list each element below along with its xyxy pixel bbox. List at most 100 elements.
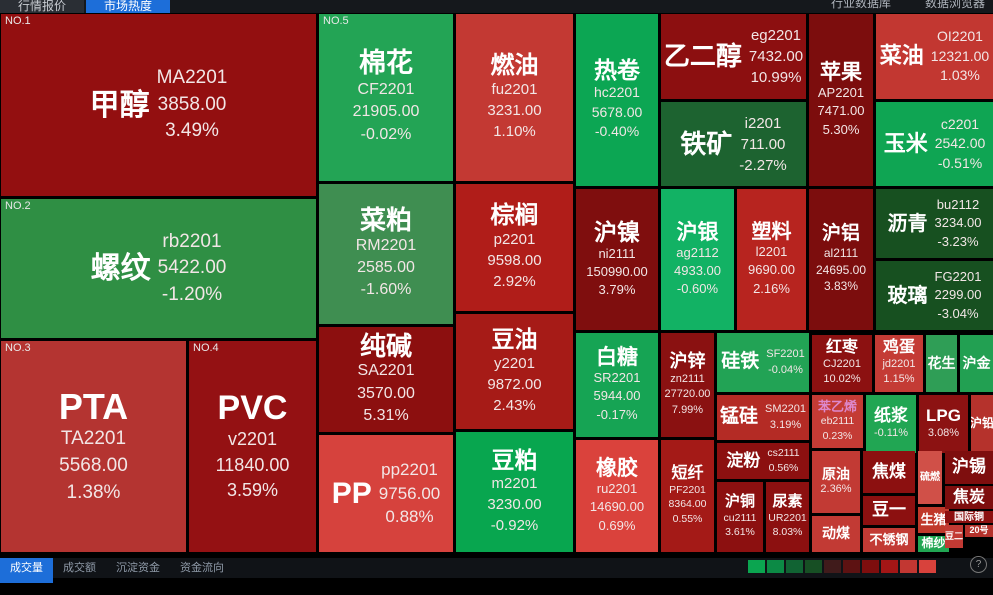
tile-douer[interactable]: 豆二 (945, 525, 963, 548)
tile-zhijiang[interactable]: 纸浆 -0.11% (866, 395, 916, 453)
tile-code: zn2111 (670, 372, 705, 385)
tile-buxiugang[interactable]: 不锈钢 (863, 528, 915, 552)
tile-luowen[interactable]: NO.2 螺纹 rb2201 5422.00 -1.20% (1, 199, 316, 338)
legend-color-swatch (843, 560, 860, 573)
tile-chunjian[interactable]: 纯碱 SA2201 3570.00 5.31% (319, 327, 453, 432)
tile-hujin[interactable]: 沪金 (960, 335, 993, 392)
tile-miansha[interactable]: 棉纱 (918, 536, 949, 552)
tile-code: FG2201 (934, 269, 982, 285)
tile-code: rb2201 (162, 230, 222, 252)
tab-turnover[interactable]: 成交额 (63, 562, 96, 574)
tile-rejuan[interactable]: 热卷 hc2201 5678.00 -0.40% (576, 14, 658, 186)
tile-caiyou[interactable]: 菜油 OI2201 12321.00 1.03% (876, 14, 993, 99)
tile-name: 铁矿 (680, 128, 733, 159)
tile-douyi[interactable]: 豆一 (863, 496, 915, 525)
tab-volume[interactable]: 成交量 (0, 558, 53, 583)
tile-name: LPG (926, 405, 961, 425)
tile-pta[interactable]: NO.3 PTA TA2201 5568.00 1.38% (1, 341, 186, 552)
tile-name: 白糖 (596, 346, 638, 370)
tile-pingguo[interactable]: 苹果 AP2201 7471.00 5.30% (809, 14, 873, 186)
tile-name: 鸡蛋 (882, 339, 915, 357)
tile-name: 锰硅 (720, 406, 759, 428)
legend-color-swatch (824, 560, 841, 573)
tile-huasheng[interactable]: 花生 (926, 335, 957, 392)
tile-change: -3.23% (937, 233, 979, 249)
tile-name: PVC (217, 389, 288, 428)
tile-liqing[interactable]: 沥青 bu2112 3234.00 -3.23% (876, 189, 993, 258)
tile-huxi[interactable]: 沪锡 (945, 451, 993, 484)
tab-fund-flow[interactable]: 资金流向 (180, 562, 224, 574)
tile-yuanyou[interactable]: 原油 2.36% (812, 451, 860, 513)
tile-change: -0.04% (768, 363, 803, 376)
tile-code: al2111 (823, 245, 859, 260)
tile-jidan[interactable]: 鸡蛋 jd2201 1.15% (875, 335, 923, 392)
tile-price: 3858.00 (157, 93, 227, 115)
tile-xiangjiao[interactable]: 橡胶 ru2201 14690.00 0.69% (576, 440, 658, 552)
tile-change: 10.02% (823, 373, 861, 386)
tile-name: PTA (58, 385, 129, 427)
tile-change: 10.99% (750, 69, 802, 86)
tile-change: 1.15% (883, 373, 915, 386)
tile-jiaomei[interactable]: 焦煤 (863, 451, 915, 493)
tile-lpg[interactable]: LPG 3.08% (919, 395, 968, 453)
tile-hulv[interactable]: 沪铝 al2111 24695.00 3.83% (809, 189, 873, 330)
tab-market-quotes[interactable]: 行情报价 (0, 0, 85, 13)
tile-niaosu[interactable]: 尿素 UR2201 8.03% (766, 482, 809, 552)
tile-dianfen[interactable]: 淀粉 cs2111 0.56% (717, 443, 809, 479)
tile-name: 生猪 (920, 511, 947, 527)
tile-code: ru2201 (596, 481, 638, 497)
tile-huqian[interactable]: 沪铅 (971, 395, 993, 453)
tile-price: 3230.00 (487, 496, 542, 514)
tile-price: 5568.00 (59, 455, 128, 476)
tile-doupo[interactable]: 豆粕 m2201 3230.00 -0.92% (456, 432, 573, 552)
tile-huyin[interactable]: 沪银 ag2112 4933.00 -0.60% (661, 189, 734, 330)
tile-change: 8.03% (772, 526, 803, 539)
tile-boli[interactable]: 玻璃 FG2201 2299.00 -3.04% (876, 261, 993, 330)
menu-industry-database[interactable]: 行业数据库 (830, 0, 891, 10)
tile-baitang[interactable]: 白糖 SR2201 5944.00 -0.17% (576, 333, 658, 437)
tile-code: cu2111 (723, 511, 757, 524)
tile-caipo[interactable]: 菜粕 RM2201 2585.00 -1.60% (319, 184, 453, 324)
tile-yumi[interactable]: 玉米 c2201 2542.00 -0.51% (876, 102, 993, 186)
tile-guitie[interactable]: 硅铁 SF2201 -0.04% (717, 333, 809, 392)
tile-pvc[interactable]: NO.4 PVC v2201 11840.00 3.59% (189, 341, 316, 552)
tile-dongmei[interactable]: 动煤 (812, 516, 860, 552)
tile-rank-label: NO.4 (193, 342, 219, 354)
tile-name: 花生 (927, 354, 956, 371)
tile-haojiao[interactable]: 20号 (965, 525, 993, 537)
tile-douyou[interactable]: 豆油 y2201 9872.00 2.43% (456, 314, 573, 429)
tile-change: 0.55% (672, 513, 703, 526)
help-icon[interactable]: ? (970, 556, 987, 573)
tile-huxin[interactable]: 沪锌 zn2111 27720.00 7.99% (661, 333, 714, 437)
tile-shengzhu[interactable]: 生猪 (918, 507, 949, 533)
tile-duanxian[interactable]: 短纤 PF2201 8364.00 0.55% (661, 440, 714, 552)
tile-price: 7432.00 (748, 48, 804, 65)
tile-hongzao[interactable]: 红枣 CJ2201 10.02% (812, 335, 872, 392)
tile-price: 14690.00 (589, 499, 645, 515)
tile-pp[interactable]: PP pp2201 9756.00 0.88% (319, 435, 453, 552)
tile-jiaotan[interactable]: 焦炭 (945, 486, 993, 509)
tile-liuran[interactable]: 硫燃 (918, 451, 942, 504)
tile-menggui[interactable]: 锰硅 SM2201 3.19% (717, 395, 809, 440)
tile-name: 菜粕 (359, 205, 412, 236)
tile-zonglv[interactable]: 棕榈 p2201 9598.00 2.92% (456, 184, 573, 311)
tile-ranyou[interactable]: 燃油 fu2201 3231.00 1.10% (456, 14, 573, 181)
tile-suliao[interactable]: 塑料 l2201 9690.00 2.16% (737, 189, 806, 330)
tile-hutong[interactable]: 沪铜 cu2111 3.61% (717, 482, 763, 552)
tile-tiekuang[interactable]: 铁矿 i2201 711.00 -2.27% (661, 102, 806, 186)
tile-price: 9690.00 (748, 262, 795, 278)
tile-mianhua[interactable]: NO.5 棉花 CF2201 21905.00 -0.02% (319, 14, 453, 181)
tile-hunie[interactable]: 沪镍 ni2111 150990.00 3.79% (576, 189, 658, 330)
tile-name: 玉米 (883, 130, 928, 156)
tile-price: 5422.00 (157, 257, 227, 279)
tile-change: -1.60% (360, 281, 412, 299)
tile-benyixi[interactable]: 苯乙烯 eb2111 0.23% (812, 395, 863, 448)
legend-color-swatch (919, 560, 936, 573)
menu-data-browser[interactable]: 数据浏览器 (924, 0, 985, 10)
tab-deposited-funds[interactable]: 沉淀资金 (116, 562, 160, 574)
tile-yierchun[interactable]: 乙二醇 eg2201 7432.00 10.99% (661, 14, 806, 99)
tab-market-heat[interactable]: 市场热度 (86, 0, 171, 13)
tile-jiachun[interactable]: NO.1 甲醇 MA2201 3858.00 3.49% (1, 14, 316, 196)
tile-guojitong[interactable]: 国际铜 (945, 511, 993, 523)
